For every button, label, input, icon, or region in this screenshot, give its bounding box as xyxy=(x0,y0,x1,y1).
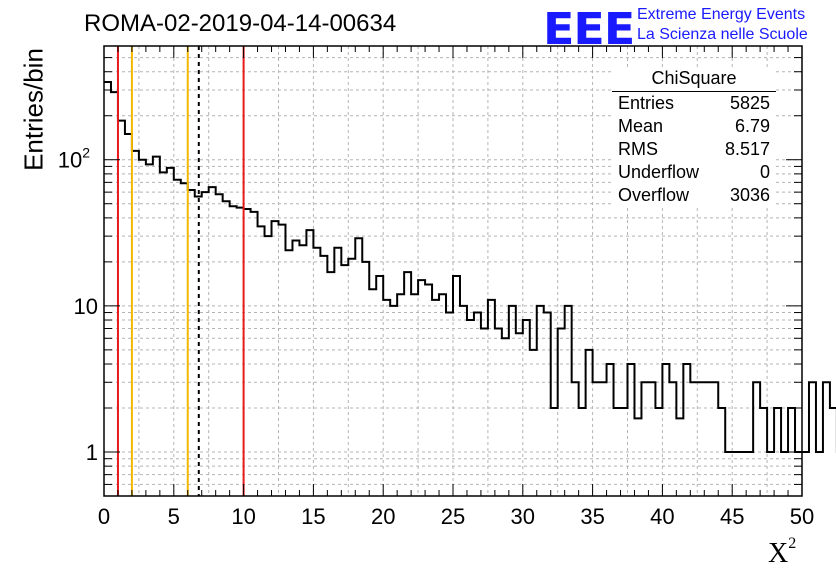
x-tick-label: 0 xyxy=(98,504,110,529)
chart-title: ROMA-02-2019-04-14-00634 xyxy=(84,10,397,37)
stats-label: Entries xyxy=(618,93,675,113)
eee-logo: EEE xyxy=(543,3,635,55)
stats-value: 3036 xyxy=(729,185,770,205)
x-tick-label: 15 xyxy=(301,504,325,529)
stats-row-underflow: Underflow 0 xyxy=(612,161,776,184)
x-tick-label: 35 xyxy=(580,504,604,529)
x-tick-label: 40 xyxy=(650,504,674,529)
stats-box: ChiSquare Entries 5825 Mean 6.79 RMS 8.5… xyxy=(612,68,776,207)
stats-label: RMS xyxy=(618,139,658,159)
stats-title: ChiSquare xyxy=(612,68,776,92)
x-tick-label: 10 xyxy=(231,504,255,529)
x-tick-label: 25 xyxy=(441,504,465,529)
stats-value: 5825 xyxy=(729,93,770,113)
stats-value: 6.79 xyxy=(734,116,770,136)
x-tick-label: 50 xyxy=(790,504,814,529)
logo-line-2: La Scienza nelle Scuole xyxy=(637,26,808,43)
stats-label: Overflow xyxy=(618,185,690,205)
stats-value: 0 xyxy=(759,162,770,182)
stats-row-overflow: Overflow 3036 xyxy=(612,184,776,207)
stats-row-rms: RMS 8.517 xyxy=(612,138,776,161)
histogram-series xyxy=(104,81,836,454)
y-tick-label: 10 xyxy=(74,294,98,319)
stats-label: Mean xyxy=(618,116,664,136)
logo-line-1: Extreme Energy Events xyxy=(637,6,806,23)
x-tick-label: 30 xyxy=(511,504,535,529)
stats-row-entries: Entries 5825 xyxy=(612,92,776,115)
y-tick-label: 102 xyxy=(58,145,90,173)
y-tick-label: 1 xyxy=(86,440,98,465)
x-axis-label: X2 xyxy=(768,534,797,569)
stats-row-mean: Mean 6.79 xyxy=(612,115,776,138)
y-axis-label: Entries/bin xyxy=(18,48,49,171)
x-tick-label: 5 xyxy=(168,504,180,529)
stats-label: Underflow xyxy=(618,162,700,182)
x-tick-label: 20 xyxy=(371,504,395,529)
x-tick-label: 45 xyxy=(720,504,744,529)
stats-value: 8.517 xyxy=(724,139,770,159)
